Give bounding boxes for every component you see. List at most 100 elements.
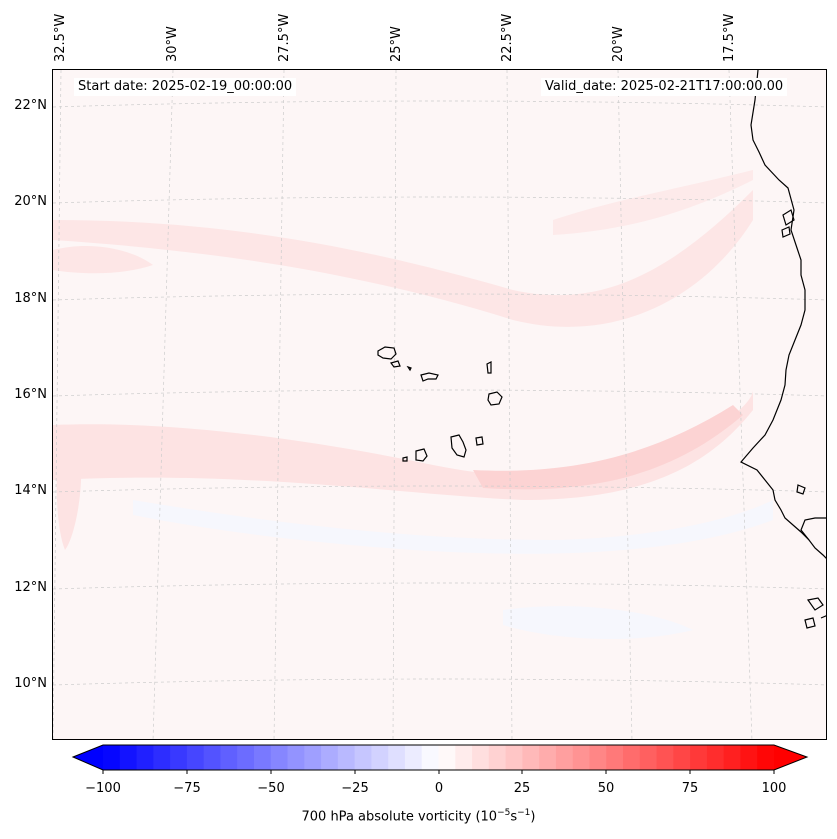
colorbar-cell: [606, 745, 624, 770]
colorbar-cell: [388, 745, 406, 770]
graticule: [53, 70, 826, 739]
colorbar-cell: [220, 745, 238, 770]
colorbar-cell: [623, 745, 641, 770]
parallel-10n: [53, 678, 826, 686]
lon-label-27-5w: 27.5°W: [277, 13, 292, 62]
parallel-14n: [53, 485, 826, 493]
colorbar-label-exp2: −1: [517, 808, 531, 818]
colorbar-cell: [103, 745, 121, 770]
colorbar-tick-50: 50: [597, 781, 615, 796]
colorbar-tick-100: 100: [761, 781, 787, 796]
colorbar-cell: [572, 745, 590, 770]
colorbar-tick-neg25: −25: [341, 781, 369, 796]
colorbar-cell: [639, 745, 658, 770]
coastline-south: [800, 517, 826, 541]
vorticity-field: [53, 170, 773, 640]
parallel-18n: [53, 293, 826, 301]
weak-negative-blob-south: [503, 606, 693, 640]
colorbar-tick-25: 25: [513, 781, 531, 796]
colorbar-cell: [237, 745, 255, 770]
colorbar-cell: [522, 745, 540, 770]
west-africa-coastline: [740, 70, 826, 559]
colorbar-cell: [706, 745, 725, 770]
colorbar-cell: [270, 745, 289, 770]
positive-vorticity-core: [473, 405, 743, 490]
colorbar-cell: [589, 745, 607, 770]
fogo-island: [415, 448, 428, 462]
lon-label-30w: 30°W: [165, 26, 180, 62]
coastal-island-north: [782, 209, 795, 226]
colorbar-cell: [555, 745, 574, 770]
colorbar-extend-min: [73, 745, 103, 770]
vorticity-map: [53, 70, 826, 739]
lon-label-22-5w: 22.5°W: [500, 13, 515, 62]
colorbar-cell: [304, 745, 322, 770]
colorbar-tick-neg50: −50: [257, 781, 285, 796]
colorbar-cell: [119, 745, 138, 770]
meridian-25w: [392, 70, 397, 739]
bijagos-islands: [804, 597, 826, 629]
colorbar-cell: [354, 745, 372, 770]
positive-vorticity-band-main: [53, 390, 753, 500]
colorbar-tick-neg75: −75: [173, 781, 201, 796]
colorbar-cell: [153, 745, 171, 770]
sal-island: [486, 361, 492, 374]
colorbar-cells: [73, 745, 807, 770]
parallel-16n: [53, 389, 826, 397]
colorbar-cell: [186, 745, 205, 770]
sao-vicente-island: [389, 360, 401, 368]
colorbar-label-unit: s: [510, 809, 518, 825]
positive-vorticity-west-blob: [56, 437, 82, 550]
colorbar-cell: [404, 745, 423, 770]
lat-label-18n: 18°N: [14, 291, 47, 306]
parallel-12n: [53, 582, 826, 590]
brava-island: [402, 456, 408, 462]
colorbar-cell: [253, 745, 272, 770]
colorbar-cell: [472, 745, 490, 770]
sao-nicolau-island: [420, 372, 439, 382]
colorbar-cell: [488, 745, 507, 770]
colorbar-cell: [170, 745, 188, 770]
meridian-30w: [152, 70, 174, 739]
colorbar-cell: [321, 745, 339, 770]
boa-vista-island: [487, 391, 503, 406]
lat-label-12n: 12°N: [14, 580, 47, 595]
valid-date-label: Valid_date: 2025-02-21T17:00:00.00: [541, 78, 788, 96]
colorbar-cell: [371, 745, 389, 770]
colorbar-cell: [203, 745, 221, 770]
colorbar-cell: [539, 745, 557, 770]
colorbar-tick-75: 75: [681, 781, 699, 796]
colorbar-cell: [455, 745, 473, 770]
colorbar-label-end: ): [530, 809, 536, 825]
colorbar-cell: [438, 745, 456, 770]
cape-verde-islands: [377, 346, 503, 462]
coastlines: [740, 70, 826, 629]
colorbar-cell: [740, 745, 758, 770]
lat-label-20n: 20°N: [14, 194, 47, 209]
meridian-32-5w: [53, 70, 62, 739]
positive-vorticity-upper-left: [53, 245, 153, 274]
lon-label-20w: 20°W: [611, 26, 626, 62]
lon-label-25w: 25°W: [389, 26, 404, 62]
start-date-label: Start date: 2025-02-19_00:00:00: [74, 78, 297, 96]
meridian-17-5w: [728, 70, 753, 739]
lat-label-16n: 16°N: [14, 387, 47, 402]
weak-negative-band: [133, 500, 773, 554]
colorbar-cell: [690, 745, 708, 770]
colorbar-cell: [287, 745, 305, 770]
maio-island: [475, 436, 484, 446]
lon-label-17-5w: 17.5°W: [722, 13, 737, 62]
lon-label-32-5w: 32.5°W: [53, 13, 68, 62]
meridian-22-5w: [506, 70, 513, 739]
lat-label-10n: 10°N: [14, 676, 47, 691]
meridian-27-5w: [273, 70, 285, 739]
santa-luzia-island: [406, 365, 412, 372]
lat-label-22n: 22°N: [14, 98, 47, 113]
colorbar-cell: [136, 745, 154, 770]
colorbar-cell: [421, 745, 439, 770]
colorbar-tick-0: 0: [434, 781, 444, 796]
colorbar-outline: [71, 744, 809, 771]
colorbar-cell: [656, 745, 674, 770]
colorbar-label: 700 hPa absolute vorticity (10−5s−1): [0, 808, 837, 824]
lat-label-14n: 14°N: [14, 483, 47, 498]
